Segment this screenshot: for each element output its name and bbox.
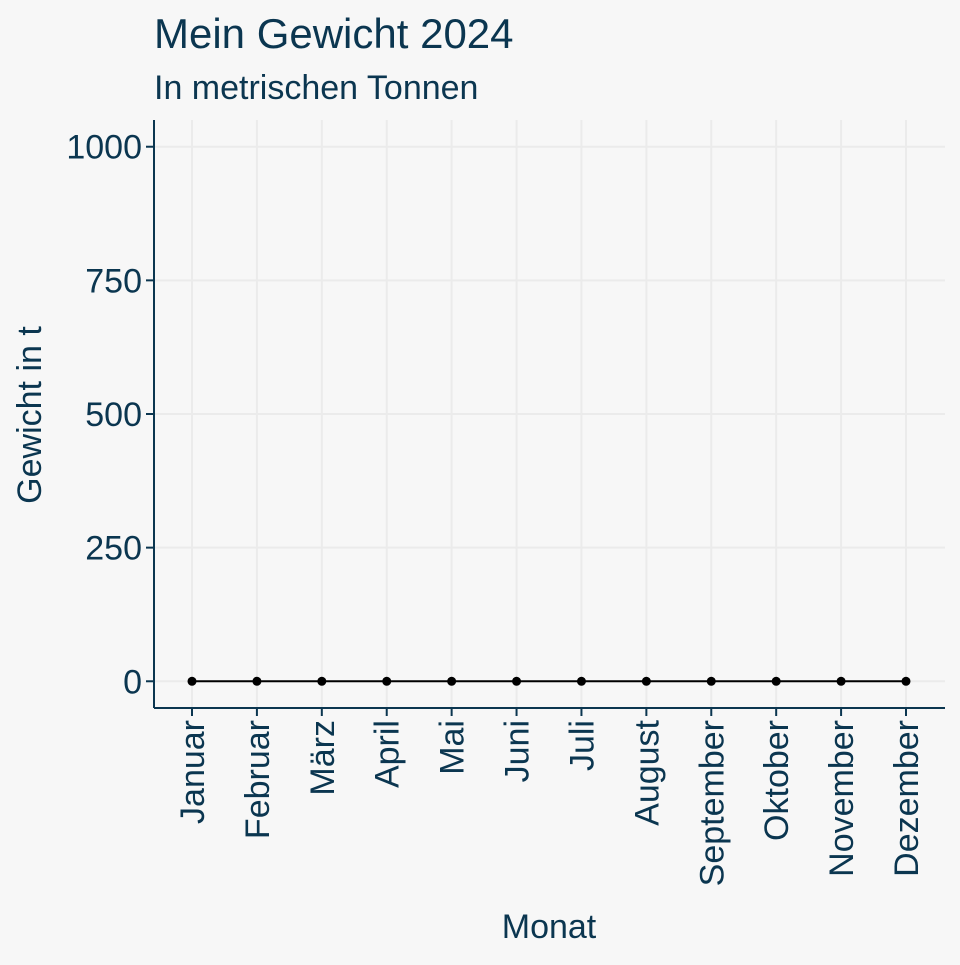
y-tick-label: 1000: [66, 129, 142, 167]
y-tick-labels: 0 250 500 750 1000: [66, 129, 142, 702]
x-tick-label: Oktober: [758, 720, 796, 841]
y-tick-label: 500: [85, 396, 142, 434]
axes: [146, 120, 945, 716]
y-axis-label: Gewicht in t: [11, 326, 49, 504]
x-tick-label: September: [693, 720, 731, 886]
grid-lines: [154, 120, 945, 708]
x-tick-label: Dezember: [888, 720, 926, 877]
data-point: [901, 676, 911, 686]
y-tick-label: 0: [123, 663, 142, 701]
x-tick-labels: Januar Februar März April Mai Juni Juli August S…: [174, 719, 926, 886]
data-point: [252, 676, 262, 686]
y-tick-label: 750: [85, 262, 142, 300]
data-point: [447, 676, 457, 686]
x-axis-label: Monat: [502, 908, 597, 946]
data-point: [382, 676, 392, 686]
chart-title: Mein Gewicht 2024: [154, 10, 514, 57]
x-tick-label: August: [628, 719, 666, 825]
data-point: [576, 676, 586, 686]
x-tick-label: Januar: [174, 720, 212, 824]
x-tick-label: Juni: [499, 720, 537, 782]
x-tick-label: April: [369, 720, 407, 788]
x-tick-label: Februar: [239, 720, 277, 839]
x-tick-label: März: [304, 720, 342, 796]
x-tick-label: Mai: [434, 720, 472, 775]
y-tick-label: 250: [85, 530, 142, 568]
data-point: [771, 676, 781, 686]
data-point: [641, 676, 651, 686]
data-point: [512, 676, 522, 686]
chart-subtitle: In metrischen Tonnen: [154, 69, 478, 107]
data-point: [836, 676, 846, 686]
x-tick-label: Juli: [563, 720, 601, 771]
data-series: [187, 676, 911, 686]
data-point: [706, 676, 716, 686]
data-point: [187, 676, 197, 686]
data-point: [317, 676, 327, 686]
x-tick-label: November: [823, 720, 861, 877]
